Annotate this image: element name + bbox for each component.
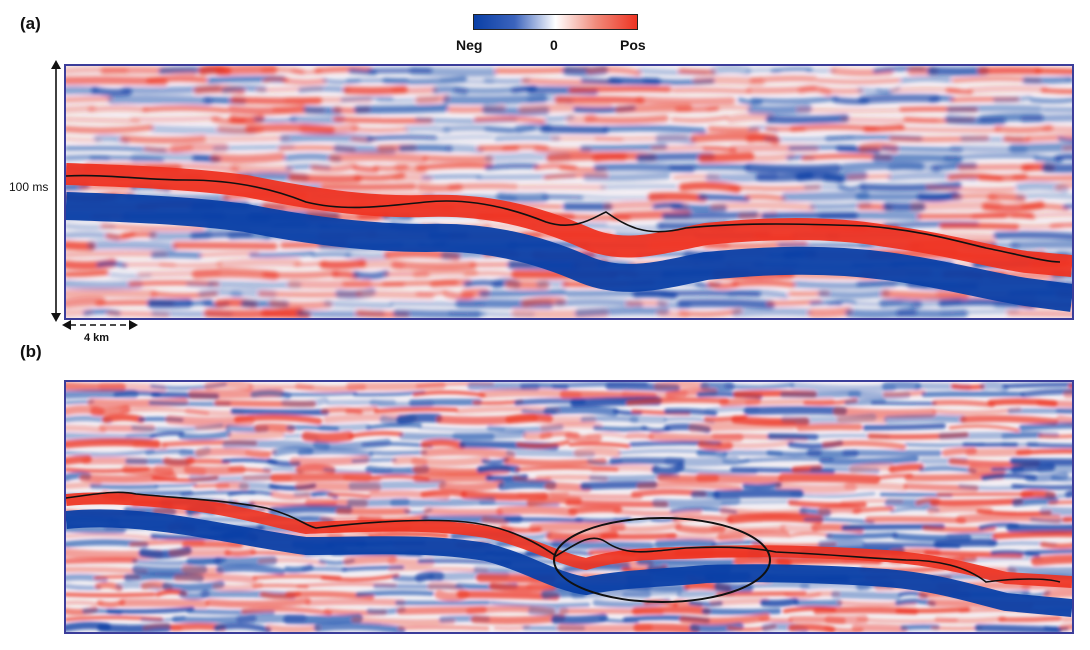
seismic-image-b	[66, 382, 1072, 632]
seismic-image-a	[66, 66, 1072, 318]
highlight-ellipse	[553, 517, 771, 603]
reflector-blue-band-b	[66, 509, 1072, 617]
scale-bar-label: 4 km	[84, 332, 110, 344]
seismic-section-b	[64, 380, 1074, 634]
panel-b-label: (b)	[20, 342, 42, 361]
colorbar	[473, 14, 638, 30]
reflector-blue-band-a	[66, 192, 1072, 312]
time-axis-label: 100 ms	[9, 180, 49, 194]
horizon-pick-b	[66, 491, 1061, 583]
time-axis-arrow	[51, 60, 61, 322]
horizon-pick-a	[66, 174, 1061, 263]
colorbar-pos-label: Pos	[620, 37, 646, 53]
reflector-red-band-a	[66, 163, 1072, 277]
colorbar-zero-label: 0	[550, 37, 558, 53]
seismic-section-a	[64, 64, 1074, 320]
reflector-red-band-b	[66, 492, 1072, 588]
scale-bar-arrow	[62, 320, 138, 330]
colorbar-neg-label: Neg	[456, 37, 483, 53]
panel-a-label: (a)	[20, 14, 41, 33]
